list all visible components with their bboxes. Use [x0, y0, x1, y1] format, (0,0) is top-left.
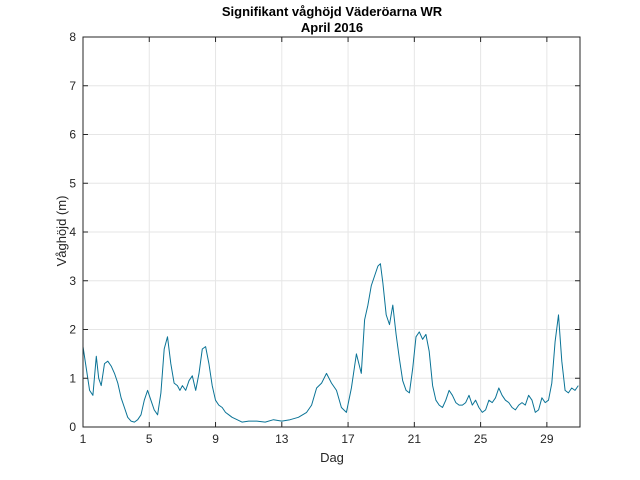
- chart-title: Signifikant våghöjd Väderöarna WR: [222, 4, 443, 19]
- y-tick-label: 8: [69, 30, 76, 44]
- y-axis-label: Våghöjd (m): [54, 196, 69, 267]
- chart-subtitle: April 2016: [301, 20, 363, 35]
- y-tick-label: 3: [69, 274, 76, 288]
- x-tick-label: 21: [408, 432, 422, 446]
- x-tick-label: 29: [540, 432, 554, 446]
- x-tick-label: 5: [146, 432, 153, 446]
- y-tick-label: 1: [69, 371, 76, 385]
- y-tick-label: 2: [69, 323, 76, 337]
- x-tick-label: 25: [474, 432, 488, 446]
- x-tick-label: 13: [275, 432, 289, 446]
- y-tick-label: 5: [69, 176, 76, 190]
- x-tick-label: 17: [341, 432, 355, 446]
- y-tick-label: 7: [69, 79, 76, 93]
- x-tick-label: 9: [212, 432, 219, 446]
- x-tick-label: 1: [80, 432, 87, 446]
- y-axis-ticks: 0 1 2 3 4 5 6 7 8: [69, 30, 580, 434]
- y-tick-label: 6: [69, 128, 76, 142]
- y-tick-label: 0: [69, 420, 76, 434]
- series-line-wave-height: [82, 263, 579, 423]
- x-axis-label: Dag: [320, 450, 344, 465]
- y-tick-label: 4: [69, 225, 76, 239]
- x-axis-ticks: 1 5 9 13 17 21 25 29: [80, 37, 554, 446]
